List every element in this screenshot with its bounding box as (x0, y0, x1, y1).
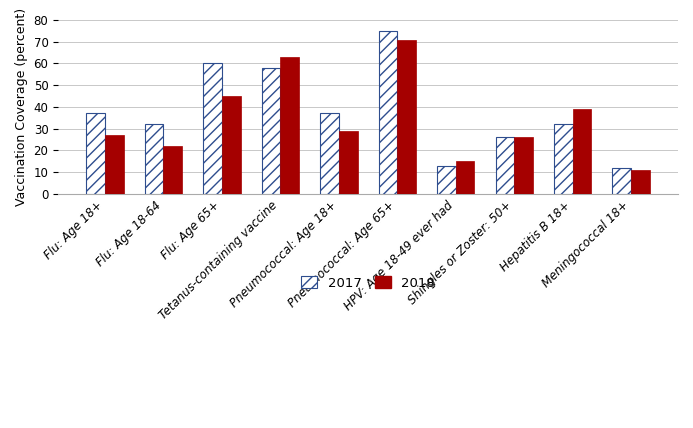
Bar (613, 168, 631, 194)
Bar (281, 57, 299, 194)
Bar (145, 124, 164, 194)
Bar (495, 137, 514, 194)
Bar (397, 39, 416, 194)
Bar (105, 135, 124, 194)
Y-axis label: Vaccination Coverage (percent): Vaccination Coverage (percent) (15, 8, 28, 206)
Bar (222, 96, 240, 194)
Legend: 2017, 2018: 2017, 2018 (296, 271, 440, 295)
Bar (514, 137, 533, 194)
Bar (262, 68, 281, 194)
Bar (378, 31, 397, 194)
Bar (339, 131, 358, 194)
Bar (554, 124, 572, 194)
Bar (572, 109, 591, 194)
Bar (87, 113, 105, 194)
Bar (164, 146, 182, 194)
Bar (631, 170, 650, 194)
Bar (456, 161, 475, 194)
Bar (203, 63, 222, 194)
Bar (320, 113, 339, 194)
Bar (437, 166, 456, 194)
